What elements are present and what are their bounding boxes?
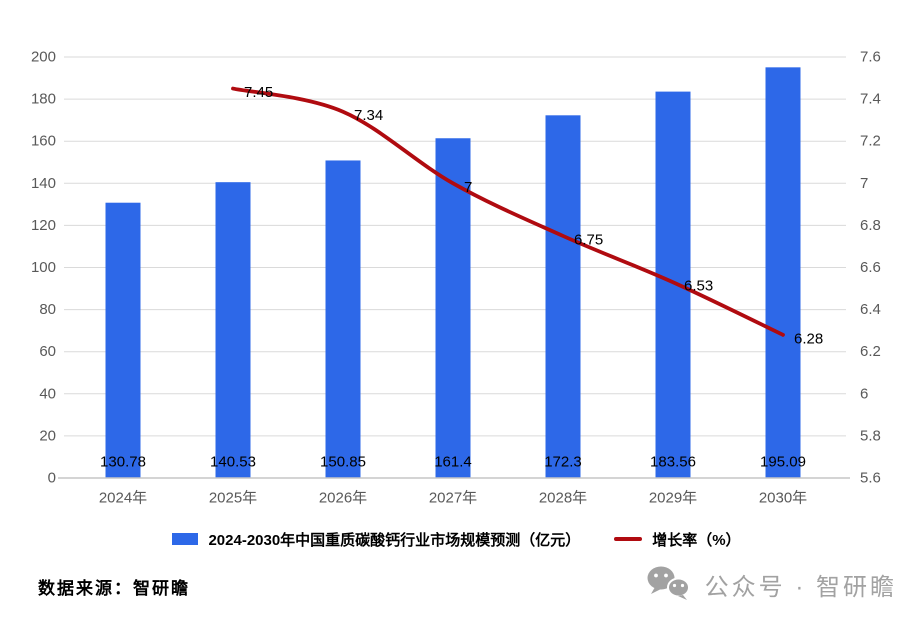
- left-axis-tick: 60: [39, 343, 56, 360]
- bar-value-label: 150.85: [320, 454, 366, 471]
- x-axis-label: 2027年: [429, 490, 477, 507]
- x-axis-label: 2030年: [759, 490, 807, 507]
- right-axis-tick: 5.6: [860, 470, 881, 487]
- bar: [655, 91, 691, 478]
- right-axis-tick: 6.6: [860, 259, 881, 276]
- bar-value-label: 161.4: [434, 454, 472, 471]
- bar: [435, 138, 471, 479]
- line-value-label: 6.53: [684, 278, 713, 295]
- bar: [545, 115, 581, 478]
- x-axis-label: 2024年: [99, 490, 147, 507]
- right-axis-tick: 6.2: [860, 343, 881, 360]
- left-axis-tick: 100: [31, 259, 56, 276]
- bar-value-label: 140.53: [210, 454, 256, 471]
- left-axis-tick: 40: [39, 385, 56, 402]
- watermark: 公众号 · 智研瞻: [645, 565, 897, 603]
- x-axis-label: 2026年: [319, 490, 367, 507]
- bar: [105, 202, 141, 478]
- right-axis-tick: 7: [860, 175, 868, 192]
- bar: [325, 160, 361, 478]
- right-axis-tick: 6.8: [860, 217, 881, 234]
- x-axis-label: 2029年: [649, 490, 697, 507]
- left-axis-tick: 200: [31, 49, 56, 66]
- growth-line: [231, 86, 785, 337]
- chart-legend: 2024-2030年中国重质碳酸钙行业市场规模预测（亿元） 增长率（%）: [0, 524, 913, 554]
- bar: [765, 67, 801, 479]
- right-axis-tick: 5.8: [860, 427, 881, 444]
- line-value-label: 6.75: [574, 231, 603, 248]
- bar-value-label: 183.56: [650, 454, 696, 471]
- line-value-label: 7.45: [244, 84, 273, 101]
- left-axis-tick: 0: [48, 470, 56, 487]
- right-axis-tick: 7.2: [860, 133, 881, 150]
- line-value-label: 7: [464, 179, 472, 196]
- wechat-icon: [647, 566, 690, 600]
- left-axis-tick: 20: [39, 427, 56, 444]
- right-axis-tick: 7.4: [860, 91, 881, 108]
- left-axis-tick: 140: [31, 175, 56, 192]
- bar-value-label: 195.09: [760, 454, 806, 471]
- bar-value-label: 172.3: [544, 454, 582, 471]
- bar: [215, 182, 251, 478]
- legend-bar-swatch: [172, 533, 199, 545]
- legend-line-label: 增长率（%）: [652, 531, 741, 549]
- legend-line-swatch: [614, 537, 643, 541]
- data-source-text: 数据来源：智研瞻: [38, 579, 190, 598]
- left-axis-tick: 120: [31, 217, 56, 234]
- right-axis-tick: 6.4: [860, 301, 881, 318]
- watermark-text: 公众号 · 智研瞻: [704, 573, 897, 601]
- left-axis-tick: 80: [39, 301, 56, 318]
- x-axis-label: 2028年: [539, 490, 587, 507]
- line-value-label: 7.34: [354, 107, 383, 124]
- left-axis-tick: 180: [31, 91, 56, 108]
- legend-bar-label: 2024-2030年中国重质碳酸钙行业市场规模预测（亿元）: [208, 531, 581, 549]
- left-axis-tick: 160: [31, 133, 56, 150]
- line-value-label: 6.28: [794, 330, 823, 347]
- right-axis-tick: 7.6: [860, 49, 881, 66]
- right-axis-tick: 6: [860, 385, 868, 402]
- bar-value-label: 130.78: [100, 454, 146, 471]
- x-axis-label: 2025年: [209, 490, 257, 507]
